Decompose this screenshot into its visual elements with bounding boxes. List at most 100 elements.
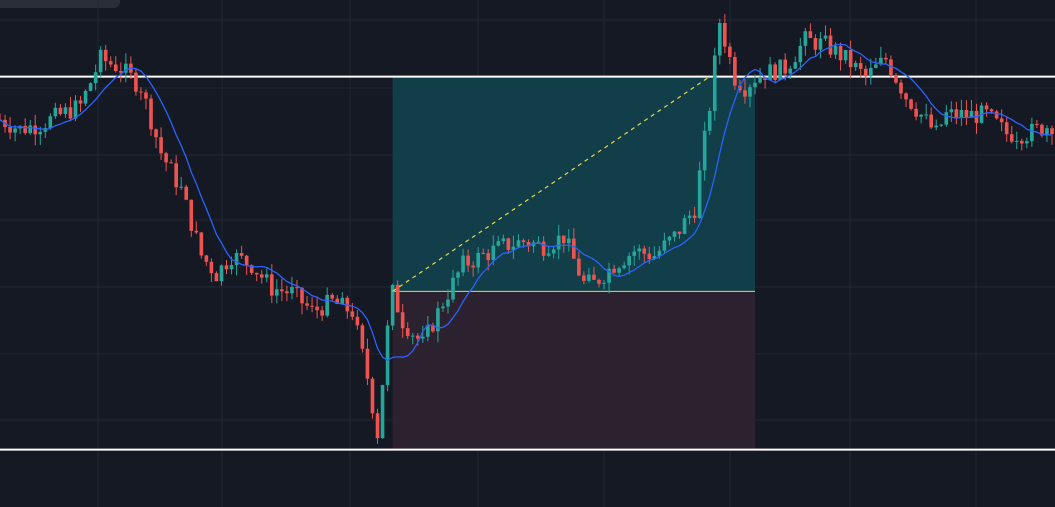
candle: [662, 232, 667, 254]
candle: [1035, 119, 1039, 129]
candle-body: [717, 23, 722, 56]
candle: [496, 236, 501, 247]
candle-body: [662, 240, 667, 251]
candle: [98, 46, 103, 78]
candle: [214, 271, 219, 282]
candle: [587, 267, 591, 283]
candle-body: [53, 107, 58, 117]
candle-body: [597, 279, 601, 284]
candle: [53, 102, 58, 119]
candle-body: [124, 63, 128, 73]
candle-body: [325, 294, 329, 316]
candle: [83, 89, 88, 107]
candle-body: [657, 250, 662, 257]
candle-body: [592, 274, 596, 280]
candle: [295, 280, 299, 298]
candle: [934, 119, 939, 131]
candle: [436, 301, 440, 343]
candle-body: [556, 235, 561, 250]
candle-body: [969, 110, 974, 117]
candle-body: [415, 335, 420, 339]
candle: [239, 245, 244, 259]
candle-body: [113, 64, 118, 71]
candle: [516, 234, 521, 248]
candle: [863, 65, 868, 86]
candle-body: [959, 110, 964, 118]
candle: [909, 98, 913, 111]
candle: [884, 52, 888, 64]
candle: [556, 224, 561, 260]
candle-body: [843, 49, 848, 61]
candle-body: [83, 90, 88, 104]
candle: [607, 262, 611, 294]
candle-body: [259, 274, 264, 278]
candle-body: [647, 253, 652, 259]
candle: [743, 79, 747, 104]
candle-body: [1019, 140, 1024, 144]
candle-body: [184, 186, 189, 200]
candle-body: [1025, 141, 1029, 144]
candle-body: [813, 37, 818, 50]
candle: [1009, 126, 1014, 144]
top-toolbar-tab[interactable]: [0, 0, 120, 8]
candle: [899, 79, 903, 99]
candle-body: [667, 236, 672, 241]
candle: [682, 214, 687, 235]
candle-body: [295, 287, 299, 289]
candle: [481, 248, 486, 255]
candle-body: [778, 59, 783, 80]
candle: [667, 235, 672, 246]
candle-body: [461, 255, 465, 273]
candle: [179, 176, 184, 190]
candle-body: [818, 38, 823, 50]
candle-body: [400, 312, 405, 329]
candle: [149, 94, 153, 136]
candle: [617, 266, 621, 277]
candle-body: [682, 218, 687, 234]
candle-body: [1004, 122, 1009, 135]
candle-body: [426, 324, 430, 337]
candle: [566, 229, 571, 252]
candle: [592, 266, 596, 281]
candle: [103, 44, 108, 71]
candle-body: [1009, 134, 1014, 142]
candle: [728, 42, 732, 65]
candle-body: [642, 248, 647, 254]
candle-body: [8, 127, 12, 133]
candle-body: [219, 265, 224, 282]
candle-body: [199, 232, 204, 256]
candle-body: [904, 93, 908, 100]
candle-body: [788, 68, 793, 74]
candle: [843, 49, 848, 64]
candle-body: [491, 245, 496, 261]
candle-body: [234, 253, 239, 266]
candle: [325, 287, 329, 318]
candle: [506, 237, 511, 254]
candle: [853, 60, 858, 72]
candle-body: [139, 91, 143, 93]
candle-body: [280, 289, 284, 292]
candle: [169, 159, 173, 164]
candle: [43, 123, 48, 138]
candle-body: [28, 125, 33, 134]
candle: [410, 333, 415, 345]
candle-body: [73, 100, 78, 119]
candle: [637, 244, 642, 260]
candle: [768, 57, 772, 81]
candle: [959, 99, 964, 126]
loss-zone: [392, 291, 756, 450]
candle-body: [436, 308, 440, 332]
candle: [320, 306, 324, 321]
candle: [692, 206, 697, 223]
candle: [627, 252, 631, 275]
candle-body: [999, 118, 1004, 123]
candle-body: [728, 46, 732, 58]
candle: [209, 258, 214, 283]
candle: [219, 264, 224, 286]
candle: [476, 246, 480, 274]
candle-body: [723, 23, 727, 47]
candle-body: [209, 261, 214, 274]
candle: [733, 52, 737, 90]
